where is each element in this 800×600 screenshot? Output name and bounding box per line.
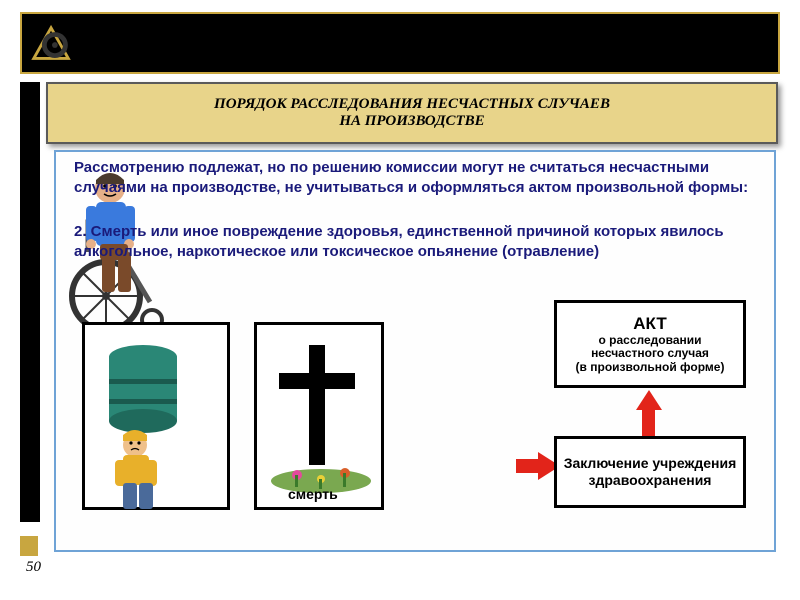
death-label: смерть [288,486,338,502]
illustration-worker-barrel [82,322,230,510]
act-sub2: несчастного случая [591,347,709,360]
item-paragraph: 2. Смерть или иное повреждение здоровья,… [74,222,760,261]
conclusion-box: Заключение учреждения здравоохранения [554,436,746,508]
arrow-to-conclusion-body [516,459,540,473]
arrow-to-act-head-icon [636,390,662,410]
gold-accent [20,536,38,556]
company-logo-icon [28,22,76,64]
header-strip [20,12,780,74]
illustration-grave [254,322,384,510]
arrow-to-act-body [642,408,655,436]
content-frame: Рассмотрению подлежат, но по решению ком… [54,150,776,552]
act-box: АКТ о расследовании несчастного случая (… [554,300,746,388]
page-number: 50 [26,559,41,576]
act-title: АКТ [633,314,666,334]
title-line-1: ПОРЯДОК РАССЛЕДОВАНИЯ НЕСЧАСТНЫХ СЛУЧАЕВ [214,96,610,113]
title-panel: ПОРЯДОК РАССЛЕДОВАНИЯ НЕСЧАСТНЫХ СЛУЧАЕВ… [46,82,778,144]
conclusion-text: Заключение учреждения здравоохранения [561,455,739,489]
title-line-2: НА ПРОИЗВОДСТВЕ [339,113,484,130]
left-accent-column [20,82,40,522]
act-sub3: (в произвольной форме) [576,361,725,374]
intro-paragraph: Рассмотрению подлежат, но по решению ком… [74,158,760,197]
